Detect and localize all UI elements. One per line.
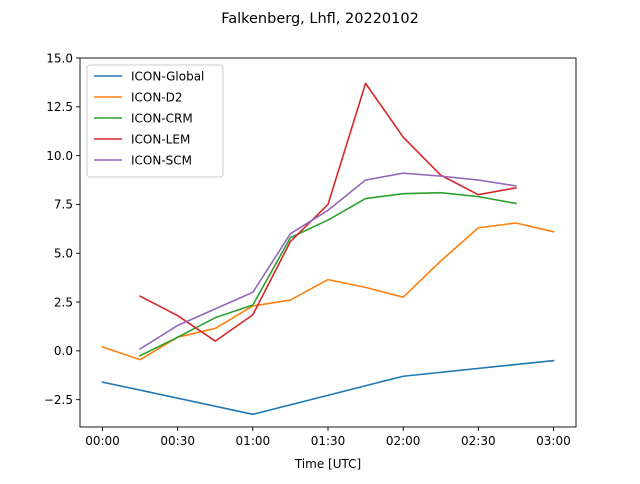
y-tick-label: 10.0 <box>46 149 73 163</box>
x-tick-label: 00:00 <box>85 434 120 448</box>
x-tick-label: 02:00 <box>386 434 421 448</box>
legend-label: ICON-SCM <box>131 153 192 167</box>
x-tick-label: 03:00 <box>536 434 571 448</box>
y-tick-label: −2.5 <box>44 393 73 407</box>
series-line-icon-global <box>101 359 555 416</box>
y-tick-label: 12.5 <box>46 100 73 114</box>
legend: ICON-Global ICON-D2 ICON-CRM ICON-LEM ICON-S… <box>86 64 224 178</box>
y-tick-label: 7.5 <box>54 198 73 212</box>
series-line-icon-lem <box>139 82 517 342</box>
series-lines <box>101 82 555 416</box>
x-tick-label: 02:30 <box>461 434 496 448</box>
legend-label: ICON-LEM <box>131 132 190 146</box>
x-axis: 00:00 00:30 01:00 01:30 02:00 02:30 03:00 <box>85 427 571 448</box>
y-axis: −2.5 0.0 2.5 5.0 7.5 10.0 12.5 15.0 <box>44 51 80 407</box>
chart-title: Falkenberg, Lhfl, 20220102 <box>221 11 419 27</box>
legend-box <box>86 64 224 178</box>
y-tick-label: 2.5 <box>54 295 73 309</box>
y-tick-label: 15.0 <box>46 51 73 65</box>
y-tick-label: 5.0 <box>54 247 73 261</box>
x-tick-label: 00:30 <box>160 434 195 448</box>
x-tick-label: 01:30 <box>311 434 346 448</box>
legend-label: ICON-D2 <box>131 90 183 104</box>
x-axis-label: Time [UTC] <box>294 457 361 471</box>
series-line-icon-scm <box>139 172 517 351</box>
legend-label: ICON-CRM <box>131 111 193 125</box>
y-tick-label: 0.0 <box>54 344 73 358</box>
x-tick-label: 01:00 <box>236 434 271 448</box>
series-line-icon-crm <box>139 191 517 357</box>
legend-label: ICON-Global <box>131 69 204 83</box>
